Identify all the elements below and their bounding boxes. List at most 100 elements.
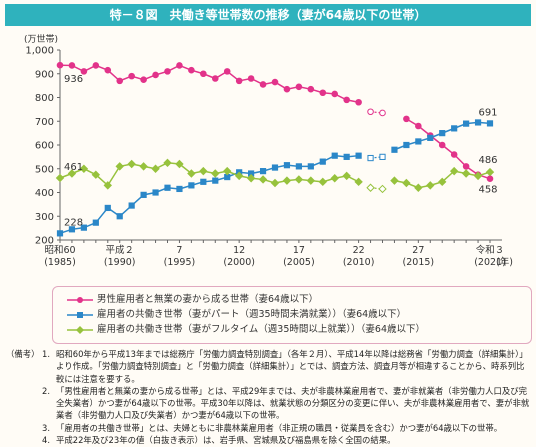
x-tick-era-label: 22 <box>353 245 365 256</box>
square-marker <box>271 164 279 171</box>
circle-marker <box>283 85 291 93</box>
y-tick-label: 900 <box>35 69 54 80</box>
notes-heading: （備考） <box>6 349 40 359</box>
diamond-marker <box>402 178 411 188</box>
circle-marker <box>415 122 422 130</box>
y-tick-label: 700 <box>35 117 54 128</box>
x-tick-era-label: 平成２ <box>105 244 134 256</box>
circle-marker <box>68 62 76 69</box>
x-tick-year-label: (2021) <box>474 257 506 268</box>
x-tick-year-label: (2015) <box>403 257 435 268</box>
x-tick-year-label: (2000) <box>223 257 255 268</box>
data-label: 936 <box>64 74 83 85</box>
legend-label: 雇用者の共働き世帯（妻がパート（週35時間未満就業））（妻64歳以下） <box>97 309 407 320</box>
diamond-marker <box>246 174 256 183</box>
x-tick-year-label: (1985) <box>44 257 76 268</box>
note-item: 3. 「雇用者の共働き世帯」とは、夫婦ともに非農林業雇用者（非正規の職員・従業員… <box>42 422 503 433</box>
diamond-marker <box>414 183 423 192</box>
circle-marker <box>331 90 339 98</box>
square-marker <box>391 146 398 153</box>
square-marker <box>343 153 350 160</box>
series-lines <box>59 64 491 235</box>
circle-marker <box>403 115 410 123</box>
y-tick-label: 500 <box>35 164 54 175</box>
data-label: 228 <box>64 217 83 228</box>
square-marker <box>200 178 207 185</box>
notes: （備考） 1. 昭和60年から平成13年までは総務庁「労働力調査特別調査」（各年… <box>6 348 532 446</box>
circle-marker <box>486 175 494 183</box>
circle-marker <box>235 77 243 85</box>
circle-marker <box>176 62 183 69</box>
y-tick-label: 400 <box>35 188 54 199</box>
x-tick-year-label: (2010) <box>343 257 375 268</box>
diamond-marker <box>449 166 459 176</box>
square-marker <box>188 182 195 189</box>
data-labels: 936 458 228 691 461 486 <box>64 74 498 228</box>
circle-marker <box>271 78 279 86</box>
diamond-marker <box>354 177 363 187</box>
diamond-marker <box>223 166 232 176</box>
x-tick-era-label: 7 <box>176 245 182 256</box>
square-marker <box>439 130 446 137</box>
y-tick-label: 600 <box>35 141 54 152</box>
circle-marker <box>200 70 207 78</box>
circle-marker <box>379 109 386 117</box>
diamond-marker <box>55 173 65 183</box>
diamond-marker <box>426 181 435 190</box>
legend-green-line-icon <box>67 326 93 334</box>
diamond-marker <box>282 176 292 185</box>
square-marker <box>164 184 171 191</box>
x-tick-era-label: 12 <box>233 245 245 256</box>
diamond-marker <box>234 171 244 181</box>
square-marker <box>307 163 314 170</box>
square-marker <box>474 119 482 126</box>
diamond-marker <box>390 176 399 185</box>
circle-marker <box>104 66 112 74</box>
square-marker <box>319 158 326 165</box>
circle-marker <box>247 75 255 82</box>
diamond-marker <box>258 175 268 184</box>
diamond-marker <box>330 174 339 183</box>
square-marker <box>367 154 374 162</box>
square-marker <box>68 226 76 233</box>
square-marker <box>259 168 267 175</box>
circle-marker <box>307 85 315 93</box>
square-marker <box>415 138 422 145</box>
legend-label: 男性雇用者と無業の妻から成る世帯（妻64歳以下） <box>97 294 319 305</box>
circle-marker <box>343 96 350 104</box>
x-tick-era-label: 27 <box>412 245 424 256</box>
square-marker <box>403 141 410 149</box>
circle-marker <box>438 141 446 149</box>
square-marker <box>283 162 291 169</box>
circle-marker <box>152 71 159 79</box>
diamond-marker <box>211 169 220 178</box>
circle-marker <box>295 83 303 91</box>
y-tick-label: 300 <box>35 212 54 223</box>
legend: 男性雇用者と無業の妻から成る世帯（妻64歳以下） 雇用者の共働き世帯（妻がパート… <box>52 286 532 344</box>
square-marker <box>427 134 434 141</box>
diamond-marker <box>318 177 327 187</box>
x-tick-era-label: 17 <box>293 245 305 256</box>
circle-marker <box>355 98 362 106</box>
square-marker <box>355 152 362 159</box>
square-marker <box>116 213 123 220</box>
diamond-marker <box>127 159 136 169</box>
square-marker <box>379 153 386 160</box>
square-marker <box>92 219 99 226</box>
series-markers <box>55 61 495 237</box>
square-marker <box>463 120 470 127</box>
circle-marker <box>80 68 88 75</box>
y-unit-label: (万世帯) <box>24 33 58 45</box>
data-label: 461 <box>64 162 83 173</box>
diamond-marker <box>342 171 351 181</box>
diamond-marker <box>175 159 184 169</box>
diamond-marker <box>139 162 148 171</box>
square-marker <box>176 185 183 193</box>
x-tick-era-label: 令和３ <box>476 244 505 256</box>
square-marker <box>140 191 147 198</box>
circle-marker <box>164 68 171 75</box>
axes: (万世帯)2003004005006007008009001,000昭和60(1… <box>24 33 513 268</box>
circle-marker <box>128 72 135 80</box>
legend-label: 雇用者の共働き世帯（妻がフルタイム（週35時間以上就業））（妻64歳以下） <box>97 324 425 335</box>
legend-blue-line-icon <box>67 312 93 318</box>
